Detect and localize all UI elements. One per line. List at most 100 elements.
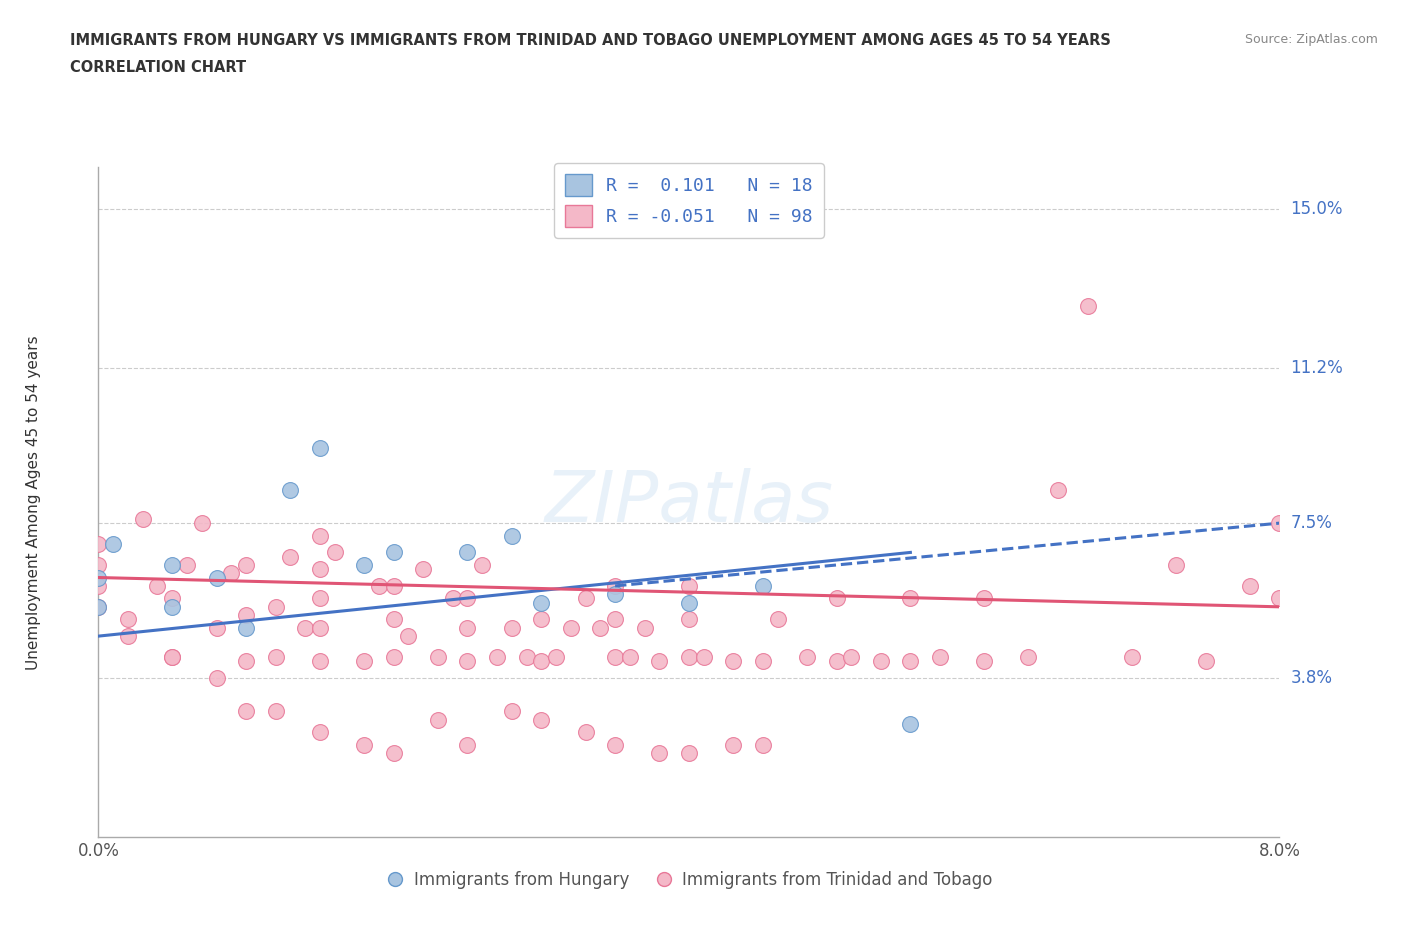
- Point: [308, 562, 332, 577]
- Point: [796, 650, 818, 665]
- Point: [1017, 650, 1039, 665]
- Point: [678, 650, 700, 665]
- Point: [928, 650, 950, 665]
- Point: [1268, 591, 1291, 606]
- Text: IMMIGRANTS FROM HUNGARY VS IMMIGRANTS FROM TRINIDAD AND TOBAGO UNEMPLOYMENT AMON: IMMIGRANTS FROM HUNGARY VS IMMIGRANTS FR…: [70, 33, 1111, 47]
- Point: [633, 620, 655, 635]
- Point: [441, 591, 464, 606]
- Point: [605, 737, 627, 752]
- Point: [205, 620, 228, 635]
- Point: [146, 578, 169, 593]
- Point: [485, 650, 508, 665]
- Point: [560, 620, 582, 635]
- Point: [605, 587, 627, 602]
- Point: [501, 704, 523, 719]
- Text: ZIPatlas: ZIPatlas: [544, 468, 834, 537]
- Text: 11.2%: 11.2%: [1291, 359, 1343, 378]
- Point: [839, 650, 862, 665]
- Point: [456, 545, 478, 560]
- Point: [323, 545, 346, 560]
- Point: [751, 737, 773, 752]
- Point: [751, 654, 773, 669]
- Point: [205, 570, 228, 585]
- Point: [1077, 299, 1099, 313]
- Point: [382, 545, 405, 560]
- Point: [87, 558, 110, 573]
- Point: [353, 737, 375, 752]
- Text: Unemployment Among Ages 45 to 54 years: Unemployment Among Ages 45 to 54 years: [25, 335, 41, 670]
- Point: [544, 650, 567, 665]
- Point: [87, 570, 110, 585]
- Point: [693, 650, 716, 665]
- Point: [619, 650, 641, 665]
- Point: [308, 441, 332, 456]
- Point: [973, 654, 995, 669]
- Point: [751, 578, 773, 593]
- Point: [605, 578, 627, 593]
- Point: [766, 612, 789, 627]
- Point: [471, 558, 494, 573]
- Point: [678, 746, 700, 761]
- Point: [898, 654, 921, 669]
- Point: [87, 600, 110, 615]
- Point: [825, 591, 848, 606]
- Point: [117, 612, 139, 627]
- Point: [367, 578, 389, 593]
- Point: [530, 654, 553, 669]
- Point: [648, 654, 671, 669]
- Point: [456, 654, 478, 669]
- Point: [574, 591, 596, 606]
- Point: [191, 516, 214, 531]
- Point: [456, 737, 478, 752]
- Point: [219, 565, 242, 580]
- Point: [308, 528, 332, 543]
- Point: [574, 725, 596, 740]
- Point: [501, 620, 523, 635]
- Point: [205, 671, 228, 685]
- Point: [1164, 558, 1187, 573]
- Point: [1046, 483, 1069, 498]
- Point: [117, 629, 139, 644]
- Point: [426, 712, 449, 727]
- Legend: Immigrants from Hungary, Immigrants from Trinidad and Tobago: Immigrants from Hungary, Immigrants from…: [378, 864, 1000, 896]
- Point: [264, 600, 287, 615]
- Point: [648, 746, 671, 761]
- Point: [235, 620, 257, 635]
- Point: [264, 650, 287, 665]
- Point: [382, 746, 405, 761]
- Point: [678, 612, 700, 627]
- Point: [278, 483, 301, 498]
- Point: [103, 537, 124, 551]
- Point: [278, 549, 301, 564]
- Point: [308, 620, 332, 635]
- Point: [412, 562, 434, 577]
- Point: [515, 650, 537, 665]
- Point: [308, 654, 332, 669]
- Point: [235, 608, 257, 623]
- Point: [898, 591, 921, 606]
- Point: [162, 650, 183, 665]
- Point: [308, 725, 332, 740]
- Point: [162, 650, 183, 665]
- Point: [162, 558, 183, 573]
- Point: [235, 704, 257, 719]
- Point: [825, 654, 848, 669]
- Point: [382, 612, 405, 627]
- Point: [973, 591, 995, 606]
- Point: [1239, 578, 1261, 593]
- Point: [530, 712, 553, 727]
- Point: [721, 654, 744, 669]
- Point: [353, 558, 375, 573]
- Point: [235, 654, 257, 669]
- Point: [1194, 654, 1216, 669]
- Point: [382, 578, 405, 593]
- Point: [678, 578, 700, 593]
- Text: 7.5%: 7.5%: [1291, 514, 1333, 532]
- Point: [235, 558, 257, 573]
- Point: [605, 650, 627, 665]
- Point: [589, 620, 612, 635]
- Point: [678, 595, 700, 610]
- Text: 3.8%: 3.8%: [1291, 669, 1333, 687]
- Point: [382, 650, 405, 665]
- Point: [396, 629, 419, 644]
